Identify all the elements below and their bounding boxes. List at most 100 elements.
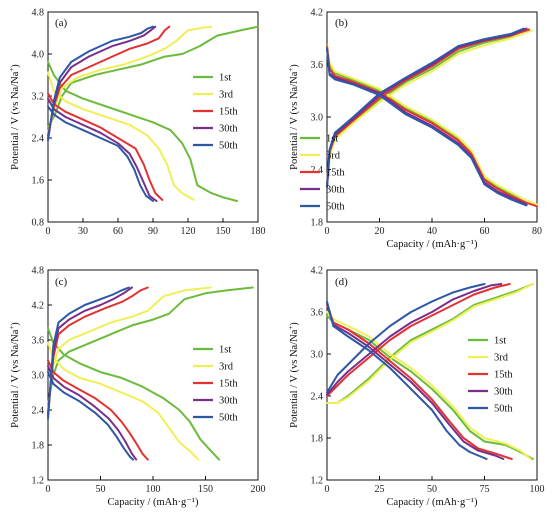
- series-line-30th-charge: [326, 27, 528, 188]
- y-tick-label: 4.2: [311, 8, 324, 19]
- series-line-50th-charge: [47, 286, 130, 420]
- y-tick-label: 1.6: [32, 176, 45, 187]
- legend-label: 15th: [219, 379, 238, 390]
- series-line-1st-charge: [47, 25, 259, 129]
- x-tick-label: 0: [325, 226, 330, 237]
- series-line-30th-charge: [326, 283, 503, 396]
- legend-label: 50th: [494, 404, 513, 415]
- series-line-1st-charge: [326, 28, 528, 188]
- chart-panel-3: 0 50 100 150 200 1.2 1.8 2.4 3.0 3.6 4.2 4.8 Capacit…: [8, 266, 266, 509]
- y-tick-label: 3.2: [32, 92, 45, 103]
- y-tick-label: 2.4: [32, 134, 45, 145]
- panel-label: (c): [55, 276, 68, 288]
- x-tick-label: 0: [325, 484, 330, 495]
- x-tick-label: 100: [146, 484, 161, 495]
- x-tick-label: 100: [530, 484, 545, 495]
- series-line-1st-discharge: [47, 327, 221, 461]
- chart-panel-1: 0 30 60 90 120 150 180 0.8 1.6 2.4 3.2 4.0 4.8 Potent…: [8, 8, 266, 238]
- y-tick-label: 2.4: [311, 165, 324, 176]
- legend-label: 3rd: [494, 353, 509, 364]
- x-tick-label: 20: [375, 226, 385, 237]
- legend-label: 15th: [219, 107, 238, 118]
- y-tick-label: 3.6: [311, 60, 324, 71]
- series-line-15th-charge: [326, 283, 511, 397]
- y-axis-label: Potential / V (vs Na/Na+): [8, 322, 21, 428]
- panel-label: (d): [335, 276, 348, 288]
- y-tick-label: 2.4: [32, 406, 45, 417]
- series-line-15th-charge: [47, 286, 149, 414]
- y-tick-label: 3.6: [32, 336, 45, 347]
- legend-label: 1st: [326, 134, 338, 145]
- series-line-30th-charge: [47, 286, 133, 417]
- x-tick-label: 90: [148, 226, 158, 237]
- legend-label: 15th: [494, 370, 513, 381]
- x-tick-label: 60: [113, 226, 123, 237]
- y-tick-label: 1.8: [311, 434, 324, 445]
- x-tick-label: 120: [181, 226, 196, 237]
- x-tick-label: 50: [427, 484, 437, 495]
- series-line-15th-discharge: [326, 304, 513, 460]
- y-tick-label: 3.0: [311, 350, 324, 361]
- series-line-3rd-discharge: [326, 311, 532, 460]
- y-tick-label: 4.8: [32, 8, 45, 19]
- x-tick-label: 40: [427, 226, 437, 237]
- x-tick-label: 150: [198, 484, 213, 495]
- chart-panel-4: 0 25 50 75 100 1.2 1.8 2.4 3.0 3.6 4.2 Capacity / (…: [287, 266, 545, 509]
- legend-label: 1st: [219, 345, 231, 356]
- series-line-1st-charge: [47, 286, 254, 406]
- y-tick-label: 4.0: [32, 50, 45, 61]
- y-tick-label: 2.4: [311, 392, 324, 403]
- series-line-3rd-charge: [326, 283, 534, 404]
- legend-label: 3rd: [326, 151, 341, 162]
- x-tick-label: 0: [46, 226, 51, 237]
- legend-label: 1st: [494, 336, 506, 347]
- x-axis-label: Capacity / (mAh·g⁻¹): [387, 239, 478, 250]
- y-tick-label: 3.6: [311, 308, 324, 319]
- legend-label: 3rd: [219, 90, 234, 101]
- series-line-30th-discharge: [326, 47, 528, 206]
- legend-label: 50th: [219, 141, 238, 152]
- y-tick-label: 1.2: [311, 476, 324, 487]
- y-tick-label: 4.2: [311, 266, 324, 277]
- x-tick-label: 180: [251, 226, 266, 237]
- series-line-3rd-discharge: [47, 341, 200, 461]
- series-line-3rd-charge: [47, 25, 213, 134]
- series-line-30th-discharge: [47, 365, 138, 461]
- legend-label: 30th: [494, 387, 513, 398]
- series-line-30th-discharge: [47, 97, 158, 202]
- y-axis-label: Potential / V (vs Na/Na+): [8, 64, 21, 170]
- x-axis-label: Capacity / (mAh·g⁻¹): [108, 497, 199, 508]
- x-tick-label: 0: [46, 484, 51, 495]
- series-line-15th-charge: [326, 28, 531, 188]
- series-line-50th-discharge: [326, 300, 488, 460]
- y-axis-label: Potential / V (vs Na/Na+): [287, 322, 300, 428]
- legend-label: 3rd: [219, 362, 234, 373]
- series-line-50th-discharge: [326, 47, 528, 207]
- legend-label: 15th: [326, 168, 345, 179]
- y-tick-label: 3.0: [32, 371, 45, 382]
- legend-label: 30th: [219, 396, 238, 407]
- x-tick-label: 80: [532, 226, 542, 237]
- series-line-1st-discharge: [326, 44, 525, 201]
- y-tick-label: 1.2: [32, 476, 45, 487]
- y-tick-label: 1.8: [32, 441, 45, 452]
- series-line-15th-discharge: [47, 359, 149, 461]
- series-line-30th-discharge: [326, 302, 505, 460]
- plot-frame: [47, 269, 259, 481]
- x-tick-label: 30: [78, 226, 88, 237]
- y-tick-label: 1.8: [311, 218, 324, 229]
- series-line-3rd-discharge: [47, 71, 195, 201]
- x-tick-label: 60: [480, 226, 490, 237]
- series-line-3rd-discharge: [326, 46, 538, 206]
- panel-label: (b): [335, 17, 348, 29]
- legend-label: 30th: [219, 124, 238, 135]
- series-line-1st-discharge: [47, 60, 238, 202]
- series-line-50th-charge: [47, 25, 154, 142]
- x-tick-label: 50: [96, 484, 106, 495]
- series-line-1st-charge: [326, 283, 534, 404]
- y-axis-label: Potential / V (vs Na/Na+): [287, 64, 300, 170]
- series-line-3rd-charge: [326, 29, 533, 184]
- x-tick-label: 200: [251, 484, 266, 495]
- x-tick-label: 25: [375, 484, 385, 495]
